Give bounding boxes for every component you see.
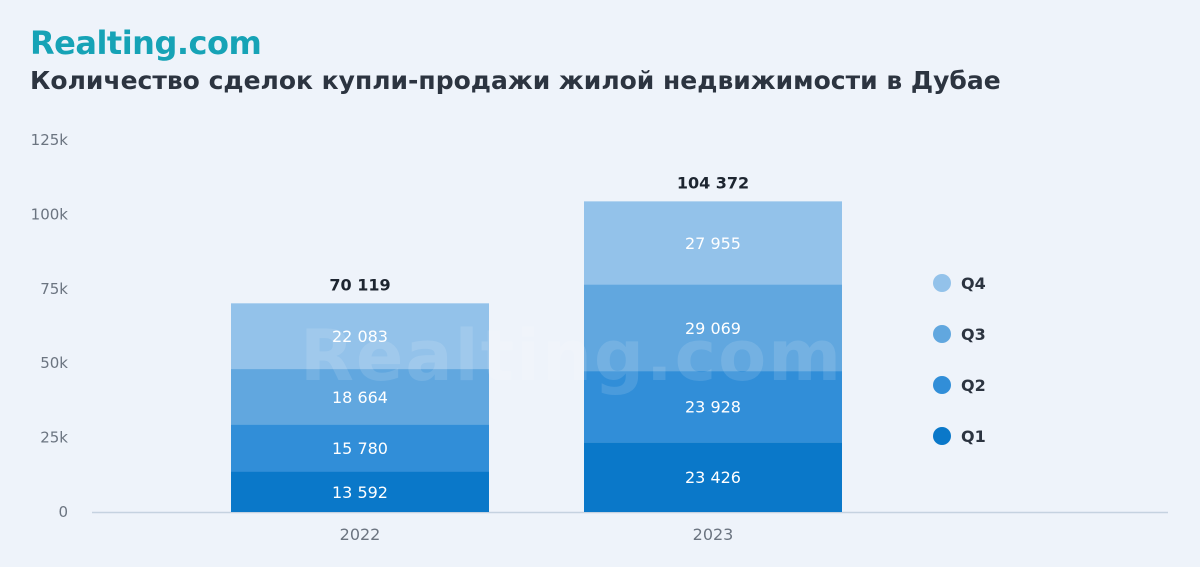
legend-swatch <box>933 274 951 292</box>
brand-logo: Realting.com <box>30 24 262 62</box>
y-tick-label: 100k <box>31 205 69 223</box>
data-label: 29 069 <box>685 319 741 338</box>
legend-swatch <box>933 325 951 343</box>
data-label: 18 664 <box>332 388 388 407</box>
legend-swatch <box>933 376 951 394</box>
legend-label: Q1 <box>961 426 986 446</box>
legend-label: Q3 <box>961 324 986 344</box>
bar-segment-q3-2023 <box>584 284 842 372</box>
data-label: 13 592 <box>332 483 388 502</box>
bar-segment-q1-2023 <box>584 442 842 512</box>
legend-label: Q2 <box>961 375 986 395</box>
legend-item-q3: Q3 <box>933 319 986 349</box>
bar-segment-q1-2022 <box>231 471 489 512</box>
legend-label: Q4 <box>961 273 986 293</box>
total-label: 70 119 <box>329 275 390 294</box>
total-label: 104 372 <box>677 173 749 192</box>
data-label: 15 780 <box>332 439 388 458</box>
bar-segment-q2-2023 <box>584 371 842 443</box>
y-tick-label: 75k <box>40 280 68 298</box>
data-label: 23 426 <box>685 468 741 487</box>
legend-item-q1: Q1 <box>933 421 986 451</box>
bar-segment-q4-2023 <box>584 201 842 285</box>
chart-title: Количество сделок купли-продажи жилой не… <box>30 66 1001 95</box>
y-tick-label: 0 <box>58 503 68 521</box>
data-label: 23 928 <box>685 398 741 417</box>
bar-segment-q3-2022 <box>231 369 489 425</box>
x-tick-label: 2022 <box>340 525 381 544</box>
x-tick-label: 2023 <box>693 525 734 544</box>
watermark: Realting.com <box>300 315 844 397</box>
data-label: 22 083 <box>332 327 388 346</box>
y-tick-label: 25k <box>40 429 68 447</box>
bar-segment-q2-2022 <box>231 424 489 472</box>
y-tick-label: 125k <box>31 131 69 149</box>
legend-item-q4: Q4 <box>933 268 986 298</box>
y-tick-label: 50k <box>40 354 68 372</box>
legend-swatch <box>933 427 951 445</box>
bar-segment-q4-2022 <box>231 303 489 370</box>
legend-item-q2: Q2 <box>933 370 986 400</box>
data-label: 27 955 <box>685 234 741 253</box>
